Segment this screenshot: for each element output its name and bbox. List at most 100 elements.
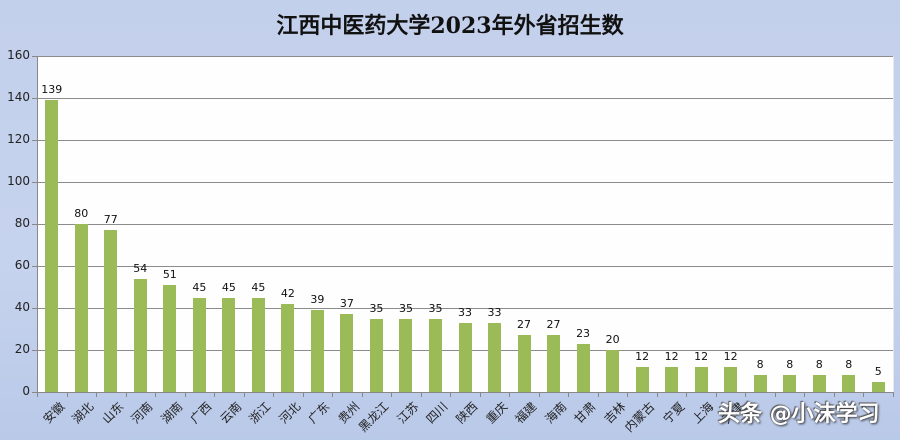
bar bbox=[871, 381, 885, 392]
x-tick-mark bbox=[66, 392, 68, 397]
bar-value-label: 45 bbox=[221, 280, 236, 294]
x-category-label: 海南 bbox=[541, 399, 569, 427]
bar-value-label: 51 bbox=[162, 267, 177, 281]
bar bbox=[783, 375, 797, 392]
bar-value-label: 33 bbox=[487, 305, 502, 319]
y-tick-mark bbox=[32, 98, 37, 99]
x-category-label: 云南 bbox=[217, 399, 245, 427]
bar bbox=[488, 322, 502, 392]
x-tick-mark bbox=[863, 392, 865, 397]
y-tick-mark bbox=[32, 140, 37, 141]
y-tick-mark bbox=[32, 350, 37, 351]
x-category-label: 上海 bbox=[689, 399, 717, 427]
y-tick-label: 60 bbox=[14, 258, 30, 272]
x-category-label: 四川 bbox=[423, 399, 451, 427]
y-tick-mark bbox=[32, 392, 37, 393]
bar bbox=[399, 318, 413, 392]
bar bbox=[340, 314, 354, 392]
bar-value-label: 12 bbox=[635, 349, 650, 363]
y-tick-label: 80 bbox=[14, 216, 30, 230]
x-tick-mark bbox=[686, 392, 688, 397]
bar-value-label: 80 bbox=[74, 207, 89, 220]
x-tick-mark bbox=[804, 392, 806, 397]
x-category-label: 甘肃 bbox=[571, 399, 599, 427]
bar bbox=[281, 303, 295, 392]
x-category-label: 福建 bbox=[512, 399, 540, 427]
bar-value-label: 54 bbox=[133, 261, 148, 275]
x-category-label: 湖南 bbox=[158, 399, 186, 427]
x-category-label: 陕西 bbox=[453, 399, 481, 427]
bar bbox=[606, 350, 620, 392]
x-tick-mark bbox=[568, 392, 570, 397]
x-category-label: 河南 bbox=[128, 399, 156, 427]
x-tick-mark bbox=[125, 392, 127, 397]
bar bbox=[724, 366, 738, 392]
bar-value-label: 8 bbox=[756, 358, 764, 372]
bar bbox=[635, 366, 649, 392]
x-category-label: 广西 bbox=[187, 399, 215, 427]
x-category-label: 安徽 bbox=[40, 399, 68, 427]
x-axis bbox=[37, 392, 893, 393]
x-tick-mark bbox=[243, 392, 245, 397]
y-tick-label: 100 bbox=[7, 174, 30, 188]
bar-value-label: 139 bbox=[41, 83, 63, 97]
bar bbox=[842, 375, 856, 392]
bar-value-label: 35 bbox=[398, 301, 413, 315]
x-category-label: 江苏 bbox=[394, 399, 422, 427]
y-tick-label: 140 bbox=[7, 90, 30, 104]
x-tick-mark bbox=[774, 392, 776, 397]
x-tick-mark bbox=[627, 392, 629, 397]
x-tick-mark bbox=[479, 392, 481, 397]
x-category-label: 浙江 bbox=[246, 399, 274, 427]
bar bbox=[428, 318, 442, 392]
gridline bbox=[37, 308, 893, 309]
y-tick-mark bbox=[32, 308, 37, 309]
gridline bbox=[37, 98, 893, 99]
x-tick-mark bbox=[273, 392, 275, 397]
y-tick-label: 120 bbox=[7, 132, 30, 146]
bar-value-label: 8 bbox=[845, 358, 853, 372]
bar bbox=[251, 297, 265, 392]
bar bbox=[104, 230, 118, 392]
x-tick-mark bbox=[214, 392, 216, 397]
x-tick-mark bbox=[509, 392, 511, 397]
x-category-label: 宁夏 bbox=[660, 399, 687, 427]
bar-value-label: 39 bbox=[310, 293, 325, 307]
bar bbox=[665, 366, 679, 392]
bar bbox=[753, 375, 767, 392]
x-tick-mark bbox=[332, 392, 334, 397]
bar bbox=[369, 318, 383, 392]
chart-title: 江西中医药大学2023年外省招生数 bbox=[276, 13, 624, 39]
x-tick-mark bbox=[833, 392, 835, 397]
x-tick-mark bbox=[656, 392, 658, 397]
x-category-label: 河北 bbox=[276, 399, 304, 427]
gridline bbox=[37, 56, 893, 57]
x-category-label: 黑龙江 bbox=[356, 399, 392, 435]
y-tick-label: 0 bbox=[22, 384, 30, 398]
bar bbox=[163, 284, 177, 392]
x-tick-mark bbox=[184, 392, 186, 397]
x-tick-mark bbox=[96, 392, 98, 397]
x-tick-mark bbox=[538, 392, 540, 397]
x-tick-mark bbox=[420, 392, 422, 397]
bar-value-label: 12 bbox=[694, 349, 709, 363]
x-tick-mark bbox=[597, 392, 599, 397]
bar bbox=[812, 375, 826, 392]
x-tick-mark bbox=[893, 392, 894, 397]
x-category-label: 湖北 bbox=[69, 399, 97, 427]
x-category-label: 内蒙古 bbox=[622, 399, 658, 435]
bar-value-label: 42 bbox=[280, 286, 295, 300]
gridline bbox=[37, 140, 893, 141]
y-tick-label: 20 bbox=[14, 342, 30, 356]
y-tick-mark bbox=[32, 224, 37, 225]
watermark: 头条 @小沫学习 bbox=[718, 402, 880, 427]
y-tick-mark bbox=[32, 266, 37, 267]
y-tick-label: 40 bbox=[14, 300, 30, 314]
x-category-label: 山东 bbox=[99, 399, 127, 427]
x-category-label: 广东 bbox=[305, 399, 333, 427]
bar bbox=[694, 366, 708, 392]
x-tick-mark bbox=[450, 392, 452, 397]
gridline bbox=[37, 182, 893, 183]
bar bbox=[192, 297, 206, 392]
bar-value-label: 37 bbox=[339, 297, 354, 311]
